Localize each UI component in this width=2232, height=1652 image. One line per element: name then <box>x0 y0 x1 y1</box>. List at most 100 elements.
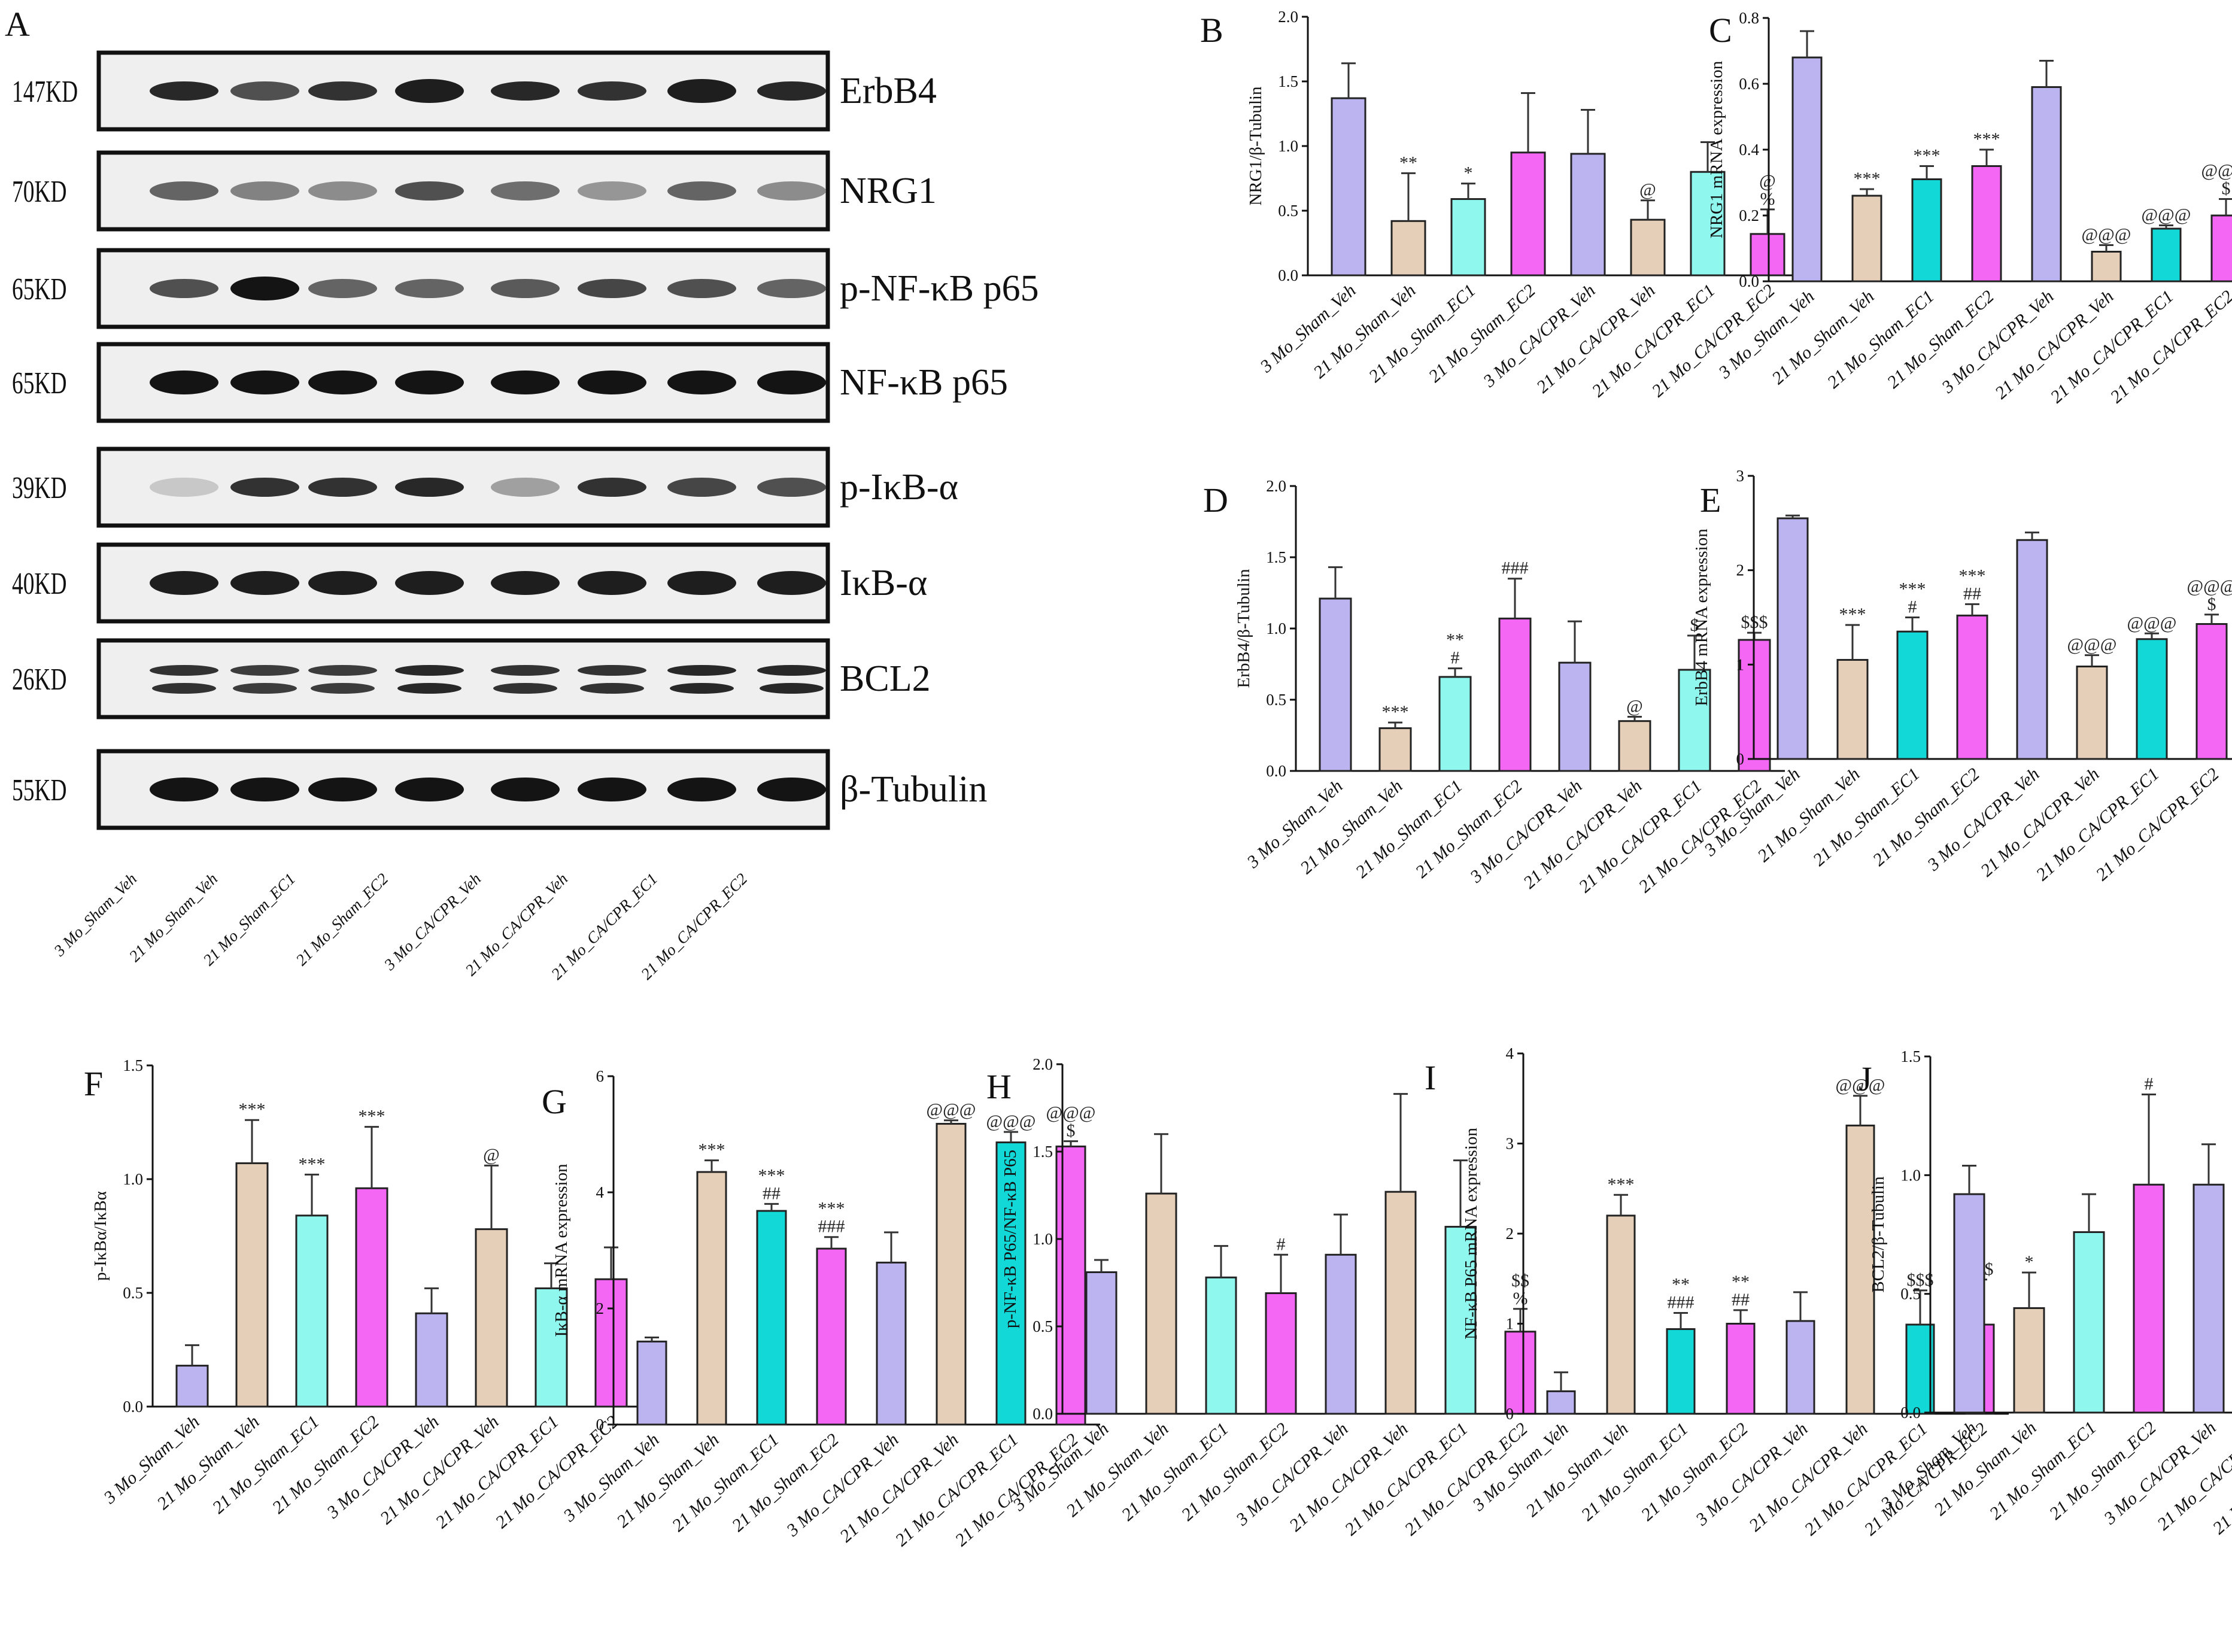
blot-band <box>667 371 736 394</box>
bar <box>594 1278 628 1408</box>
blot-band <box>395 79 464 103</box>
blot-band <box>667 665 736 676</box>
blot-row: 55KD β-Tubulin <box>12 749 987 830</box>
bar <box>1438 676 1472 772</box>
x-tick-label: 3 Mo_CA/CPR_Veh <box>1479 281 1599 391</box>
bar <box>2195 623 2228 760</box>
y-tick-label: 0.5 <box>1900 1285 1921 1303</box>
bar <box>235 1162 269 1408</box>
significance-label: * <box>1464 163 1473 183</box>
blot-kd-label: 65KD <box>12 366 67 400</box>
significance-label: ** <box>1446 630 1464 650</box>
bar <box>535 1287 568 1408</box>
significance-label: ** <box>1399 153 1417 172</box>
blot-band <box>395 571 464 595</box>
blot-band <box>760 683 824 694</box>
panel-letter-a: A <box>5 5 30 44</box>
y-axis-label: NRG1 mRNA expression <box>1707 60 1726 238</box>
blot-band <box>311 683 375 694</box>
x-tick-label: 21 Mo_Sham_EC2 <box>1425 281 1539 387</box>
blot-band <box>230 478 299 497</box>
bar <box>175 1365 209 1408</box>
significance-label: *** <box>1608 1174 1635 1194</box>
y-tick-label: 2.0 <box>1278 8 1298 26</box>
blot-band <box>667 181 736 201</box>
y-tick-label: 0.6 <box>1739 75 1759 93</box>
blot-band <box>308 571 377 595</box>
y-tick-label: 0.0 <box>123 1398 143 1416</box>
blot-band <box>230 277 299 300</box>
bar <box>1666 1328 1696 1415</box>
significance-label: @@@ <box>986 1112 1036 1131</box>
y-axis-label: ErbB4/β-Tubulin <box>1234 569 1253 688</box>
panel-letter-i: I <box>1425 1058 1436 1097</box>
blot-kd-label: 40KD <box>12 566 67 600</box>
y-tick-label: 0.0 <box>1900 1404 1921 1422</box>
blot-band <box>308 478 377 497</box>
x-tick-label: 21 Mo_Sham_EC1 <box>1578 1419 1692 1525</box>
panel-letter-c: C <box>1709 11 1732 50</box>
significance-label: @@@ <box>1046 1103 1096 1123</box>
bar <box>1331 97 1366 277</box>
significance-label: ## <box>763 1183 781 1203</box>
blot-protein-label: p-NF-κB p65 <box>840 268 1039 309</box>
blot-band <box>395 181 464 201</box>
blot-band <box>395 279 464 298</box>
blot-row: 65KD NF-κB p65 <box>12 342 1008 423</box>
significance-label: *** <box>1973 129 2000 149</box>
bar <box>1956 614 1988 760</box>
y-axis-label: NRG1/β-Tubulin <box>1246 86 1265 206</box>
bar <box>1896 630 1929 760</box>
x-tick-label: 3 Mo_CA/CPR_Veh <box>323 1412 443 1523</box>
y-tick-label: 0.8 <box>1739 9 1759 27</box>
significance-label: ### <box>1502 558 1529 578</box>
bar <box>936 1123 967 1426</box>
blot-band <box>397 683 461 694</box>
significance-label: @ <box>1759 171 1776 191</box>
blot-band <box>233 683 297 694</box>
bar <box>1630 218 1666 277</box>
blot-row: 65KD p-NF-κB p65 <box>12 248 1039 329</box>
bar <box>2091 251 2122 283</box>
bar <box>2192 1183 2225 1414</box>
y-axis-label: IκB-α mRNA expression <box>552 1164 571 1337</box>
panel-letter-f: F <box>84 1064 103 1103</box>
significance-label: @@@ <box>2067 635 2117 655</box>
significance-label: ## <box>1963 584 1981 603</box>
x-tick-label: 21 Mo_Sham_EC1 <box>1365 281 1480 387</box>
blot-band <box>578 181 646 201</box>
x-tick-label: 21 Mo_Sham_EC2 <box>1638 1419 1752 1525</box>
blot-band <box>150 665 218 676</box>
significance-label: * <box>2025 1252 2034 1272</box>
blot-band <box>308 665 377 676</box>
bar <box>636 1340 667 1426</box>
blot-band <box>491 665 560 676</box>
y-tick-label: 0 <box>1506 1405 1514 1423</box>
blot-band <box>578 81 646 101</box>
blot-band <box>491 81 560 101</box>
bar <box>2016 539 2048 760</box>
bar <box>1510 151 1546 277</box>
x-tick-label: 21 Mo_Sham_Veh <box>1522 1419 1632 1521</box>
significance-label: *** <box>758 1165 785 1185</box>
blot-membrane <box>101 643 825 715</box>
significance-label: % <box>1513 1289 1528 1308</box>
blot-band <box>308 81 377 101</box>
y-tick-label: 1.0 <box>1266 620 1286 637</box>
panel-letter-d: D <box>1203 481 1228 520</box>
bar <box>876 1261 907 1426</box>
x-tick-label: 21 Mo_Sham_EC2 <box>1869 764 1984 870</box>
blot-band <box>230 181 299 201</box>
blot-band <box>580 683 644 694</box>
significance-label: @@@ <box>2082 225 2131 245</box>
bar <box>1678 669 1711 772</box>
bar <box>1055 1145 1086 1426</box>
y-tick-label: 2 <box>1506 1225 1514 1243</box>
x-tick-label: 3 Mo_CA/CPR_Veh <box>1923 764 2043 875</box>
significance-label: *** <box>1914 146 1941 166</box>
blot-band <box>493 683 557 694</box>
y-tick-label: 4 <box>1506 1044 1514 1062</box>
blot-lane-label: 3 Mo_CA/CPR_Veh <box>380 870 484 974</box>
blot-band <box>491 371 560 394</box>
significance-label: $$ <box>1511 1271 1529 1290</box>
